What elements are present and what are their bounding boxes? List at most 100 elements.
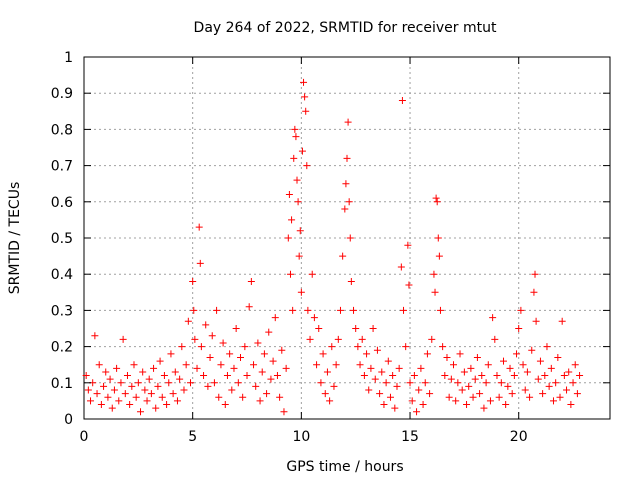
- data-point: [552, 379, 560, 387]
- data-point: [230, 364, 238, 372]
- data-point: [573, 390, 581, 398]
- y-axis-title: SRMTID / TECUs: [7, 182, 23, 295]
- data-point: [308, 270, 316, 278]
- data-point: [294, 198, 302, 206]
- data-point: [254, 339, 262, 347]
- data-point: [386, 393, 394, 401]
- data-point: [239, 393, 247, 401]
- data-point: [178, 343, 186, 351]
- data-point: [243, 372, 251, 380]
- data-point: [450, 361, 458, 369]
- data-point: [187, 379, 195, 387]
- data-point: [465, 382, 473, 390]
- data-point: [265, 328, 273, 336]
- data-point: [219, 339, 227, 347]
- data-point: [173, 397, 181, 405]
- data-point: [128, 382, 136, 390]
- data-point: [176, 375, 184, 383]
- data-point: [302, 107, 310, 115]
- data-point: [113, 364, 121, 372]
- data-point: [389, 372, 397, 380]
- data-point: [276, 393, 284, 401]
- data-point: [273, 372, 281, 380]
- data-point: [84, 386, 92, 394]
- data-point: [208, 332, 216, 340]
- data-point: [363, 350, 371, 358]
- data-point: [452, 397, 460, 405]
- data-point: [319, 350, 327, 358]
- data-point: [569, 379, 577, 387]
- data-point: [431, 288, 439, 296]
- data-point: [473, 353, 481, 361]
- data-point: [443, 353, 451, 361]
- data-point: [117, 379, 125, 387]
- data-point: [382, 379, 390, 387]
- y-tick-label: 0.9: [51, 86, 73, 102]
- data-point: [182, 361, 190, 369]
- data-point: [517, 306, 525, 314]
- data-point: [415, 386, 423, 394]
- data-point: [256, 397, 264, 405]
- data-point: [393, 382, 401, 390]
- data-point: [547, 364, 555, 372]
- data-point: [310, 314, 318, 322]
- data-point: [532, 317, 540, 325]
- data-point: [291, 125, 299, 133]
- data-point: [298, 147, 306, 155]
- data-point: [286, 270, 294, 278]
- data-point: [115, 397, 123, 405]
- data-point: [163, 401, 171, 409]
- data-point: [489, 314, 497, 322]
- data-point: [217, 361, 225, 369]
- data-point: [423, 350, 431, 358]
- data-point: [510, 372, 518, 380]
- data-point: [430, 270, 438, 278]
- y-tick-label: 0.4: [51, 267, 73, 283]
- data-point: [565, 368, 573, 376]
- data-point: [228, 386, 236, 394]
- data-point: [447, 375, 455, 383]
- data-point: [435, 252, 443, 260]
- data-point: [515, 325, 523, 332]
- data-point: [530, 288, 538, 296]
- data-point: [87, 397, 95, 405]
- data-point: [328, 343, 336, 351]
- data-point: [126, 401, 134, 409]
- data-point: [476, 390, 484, 398]
- data-point: [313, 361, 321, 369]
- data-point: [269, 357, 277, 365]
- data-point: [482, 379, 490, 387]
- data-point: [167, 350, 175, 358]
- data-point: [497, 379, 505, 387]
- data-point: [293, 176, 301, 184]
- data-point: [137, 408, 145, 416]
- data-point: [284, 234, 292, 242]
- data-point: [480, 404, 488, 412]
- data-point: [143, 397, 151, 405]
- data-point: [260, 350, 268, 358]
- data-point: [339, 252, 347, 260]
- data-point: [304, 306, 312, 314]
- data-point: [519, 361, 527, 369]
- x-tick-label: 10: [292, 429, 310, 445]
- data-point: [456, 350, 464, 358]
- data-point: [250, 361, 258, 369]
- data-point: [526, 393, 534, 401]
- data-point: [130, 361, 138, 369]
- data-point: [252, 382, 260, 390]
- data-point: [441, 372, 449, 380]
- data-point: [410, 372, 418, 380]
- data-point: [195, 223, 203, 231]
- data-point: [278, 346, 286, 354]
- data-point: [469, 393, 477, 401]
- data-point: [295, 252, 303, 260]
- data-point: [467, 364, 475, 372]
- data-point: [400, 306, 408, 314]
- axis-ticks: 00.10.20.30.40.50.60.70.80.910 5 10 15 20: [51, 50, 610, 445]
- data-point: [433, 198, 441, 206]
- data-point: [454, 379, 462, 387]
- data-point: [346, 234, 354, 242]
- data-point: [531, 270, 539, 278]
- data-point: [296, 227, 304, 235]
